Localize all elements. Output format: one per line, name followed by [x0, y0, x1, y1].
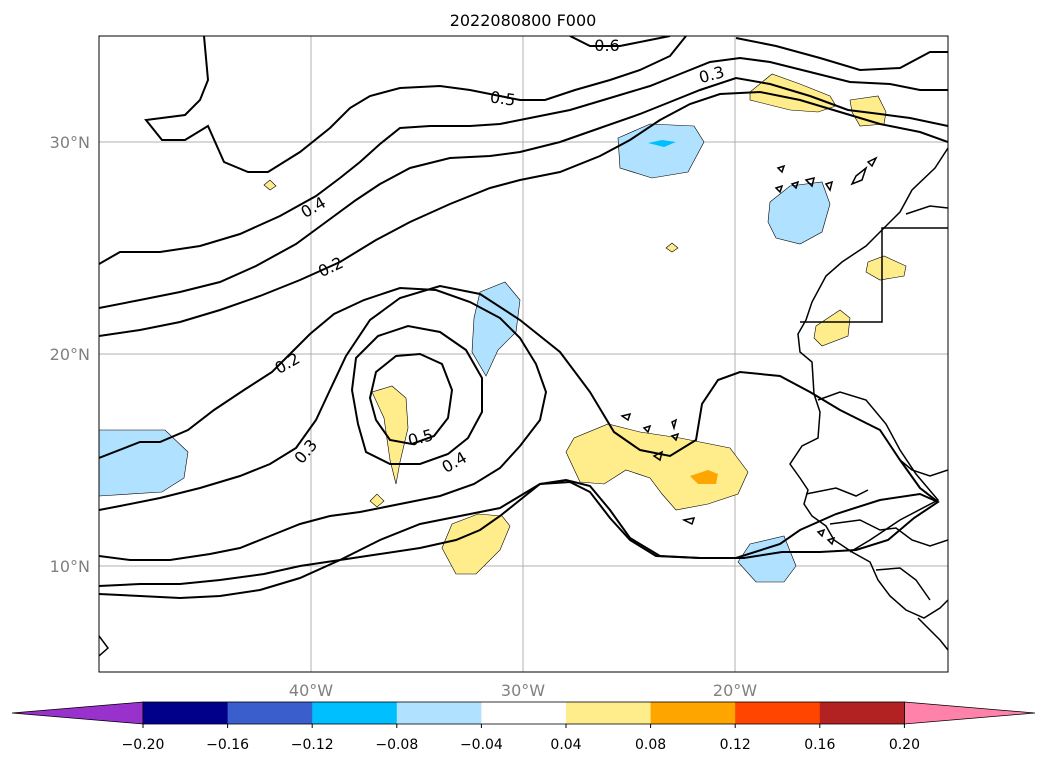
contour-0.5-ne — [735, 37, 948, 72]
colorbar-swatch-2 — [227, 702, 313, 724]
island-cv2 — [642, 424, 652, 434]
contour-label-0.5-a: 0.5 — [489, 87, 517, 109]
border-sahara — [800, 227, 904, 323]
contour-0.2-north — [99, 90, 948, 337]
map-frame — [98, 35, 949, 673]
lat-label-30n: 30°N — [50, 133, 90, 152]
coastlines — [99, 147, 948, 657]
contour-0.6 — [569, 36, 671, 47]
island-canary4 — [824, 180, 834, 192]
coast-west-africa — [789, 147, 948, 619]
shade-yellow-verde — [565, 423, 749, 511]
island-canary5 — [850, 165, 868, 186]
colorbar-swatch-4 — [396, 702, 482, 724]
colorbar-swatch-7 — [650, 702, 736, 724]
colorbar-swatch-9 — [819, 702, 905, 724]
lon-label-20w: 20°W — [713, 681, 757, 700]
map-panel: 0.6 0.5 0.3 0.4 0.2 0.2 0.3 0.5 0.4 — [98, 35, 949, 673]
colorbar-tick-label-5: 0.04 — [550, 737, 581, 753]
island-cv1 — [620, 412, 632, 422]
shade-yellow-dot1 — [263, 179, 277, 191]
colorbar-tick-label-2: −0.12 — [291, 737, 334, 753]
border-sierra — [875, 567, 931, 601]
contour-0.2-loop — [99, 284, 940, 587]
island-cv6 — [681, 517, 696, 526]
shade-yellow-south — [441, 513, 511, 575]
lon-label-40w: 40°W — [289, 681, 333, 700]
shading — [99, 73, 907, 583]
contour-0.4-loop — [350, 324, 483, 465]
island-cv4 — [670, 432, 680, 442]
colorbar-tick-label-0: −0.20 — [122, 737, 165, 753]
island-sw — [99, 635, 110, 657]
contour-0.4-north — [99, 76, 948, 309]
colorbar-swatch-5 — [481, 702, 567, 724]
island-canary1 — [774, 184, 784, 194]
shade-yellow-dot2 — [665, 242, 679, 253]
map-title: 2022080800 F000 — [450, 11, 597, 30]
island-cv3 — [671, 418, 678, 431]
colorbar-swatch-6 — [566, 702, 652, 724]
colorbar-tick-label-9: 0.20 — [889, 737, 920, 753]
lat-label-10n: 10°N — [50, 557, 90, 576]
colorbar: −0.20 −0.16 −0.12 −0.08 −0.04 0.04 0.08 0.12 0.1… — [11, 701, 1036, 753]
shade-blue-azores — [617, 123, 705, 179]
colorbar-tick-label-6: 0.08 — [635, 737, 666, 753]
longitude-labels: 40°W 30°W 20°W — [289, 681, 757, 700]
colorbar-tick-label-1: −0.16 — [206, 737, 249, 753]
colorbar-tick-label-3: −0.08 — [375, 737, 418, 753]
colorbar-tick-label-4: −0.04 — [460, 737, 503, 753]
contours — [99, 36, 948, 600]
border-senegal — [805, 487, 869, 497]
shade-yellow-dot3 — [369, 493, 385, 508]
island-canary2 — [790, 180, 800, 190]
contour-0.3-north — [99, 56, 948, 265]
island-bissagos2 — [826, 536, 836, 546]
colorbar-extend-max — [904, 701, 1036, 725]
contour-0.5-loop — [368, 352, 454, 446]
border-south — [917, 617, 948, 651]
colorbar-swatch-3 — [312, 702, 398, 724]
contour-label-0.6-a: 0.6 — [594, 36, 619, 55]
latitude-labels: 30°N 20°N 10°N — [50, 133, 90, 576]
colorbar-extend-min — [11, 701, 144, 725]
colorbar-frame — [142, 701, 905, 725]
shade-yellow-morocco — [865, 255, 907, 281]
shade-blue-canary — [767, 181, 831, 245]
contour-0.5-bottom — [99, 478, 939, 600]
lon-label-30w: 30°W — [501, 681, 545, 700]
contour-0.3-loop — [99, 286, 548, 561]
island-bissagos1 — [816, 528, 826, 538]
shade-orange-verde — [690, 470, 718, 484]
island-canary6 — [866, 156, 878, 168]
contour-0.5-north — [144, 36, 687, 173]
border-mali — [899, 459, 948, 477]
shade-blue-atlantic — [471, 281, 521, 377]
shade-blue-azores-core — [648, 140, 676, 147]
island-madeira — [776, 164, 786, 174]
shade-yellow-sahara — [813, 309, 851, 347]
island-canary3 — [804, 176, 816, 188]
colorbar-tick-label-7: 0.12 — [720, 737, 751, 753]
coast-iberia-tip — [905, 205, 948, 215]
colorbar-swatch-8 — [735, 702, 821, 724]
shade-yellow-atlantic — [371, 385, 409, 485]
shade-blue-south — [737, 535, 797, 583]
lat-label-20n: 20°N — [50, 345, 90, 364]
border-guinea — [829, 519, 948, 547]
shade-blue-west — [99, 429, 189, 497]
colorbar-swatch-1 — [143, 702, 229, 724]
colorbar-tick-label-8: 0.16 — [804, 737, 835, 753]
